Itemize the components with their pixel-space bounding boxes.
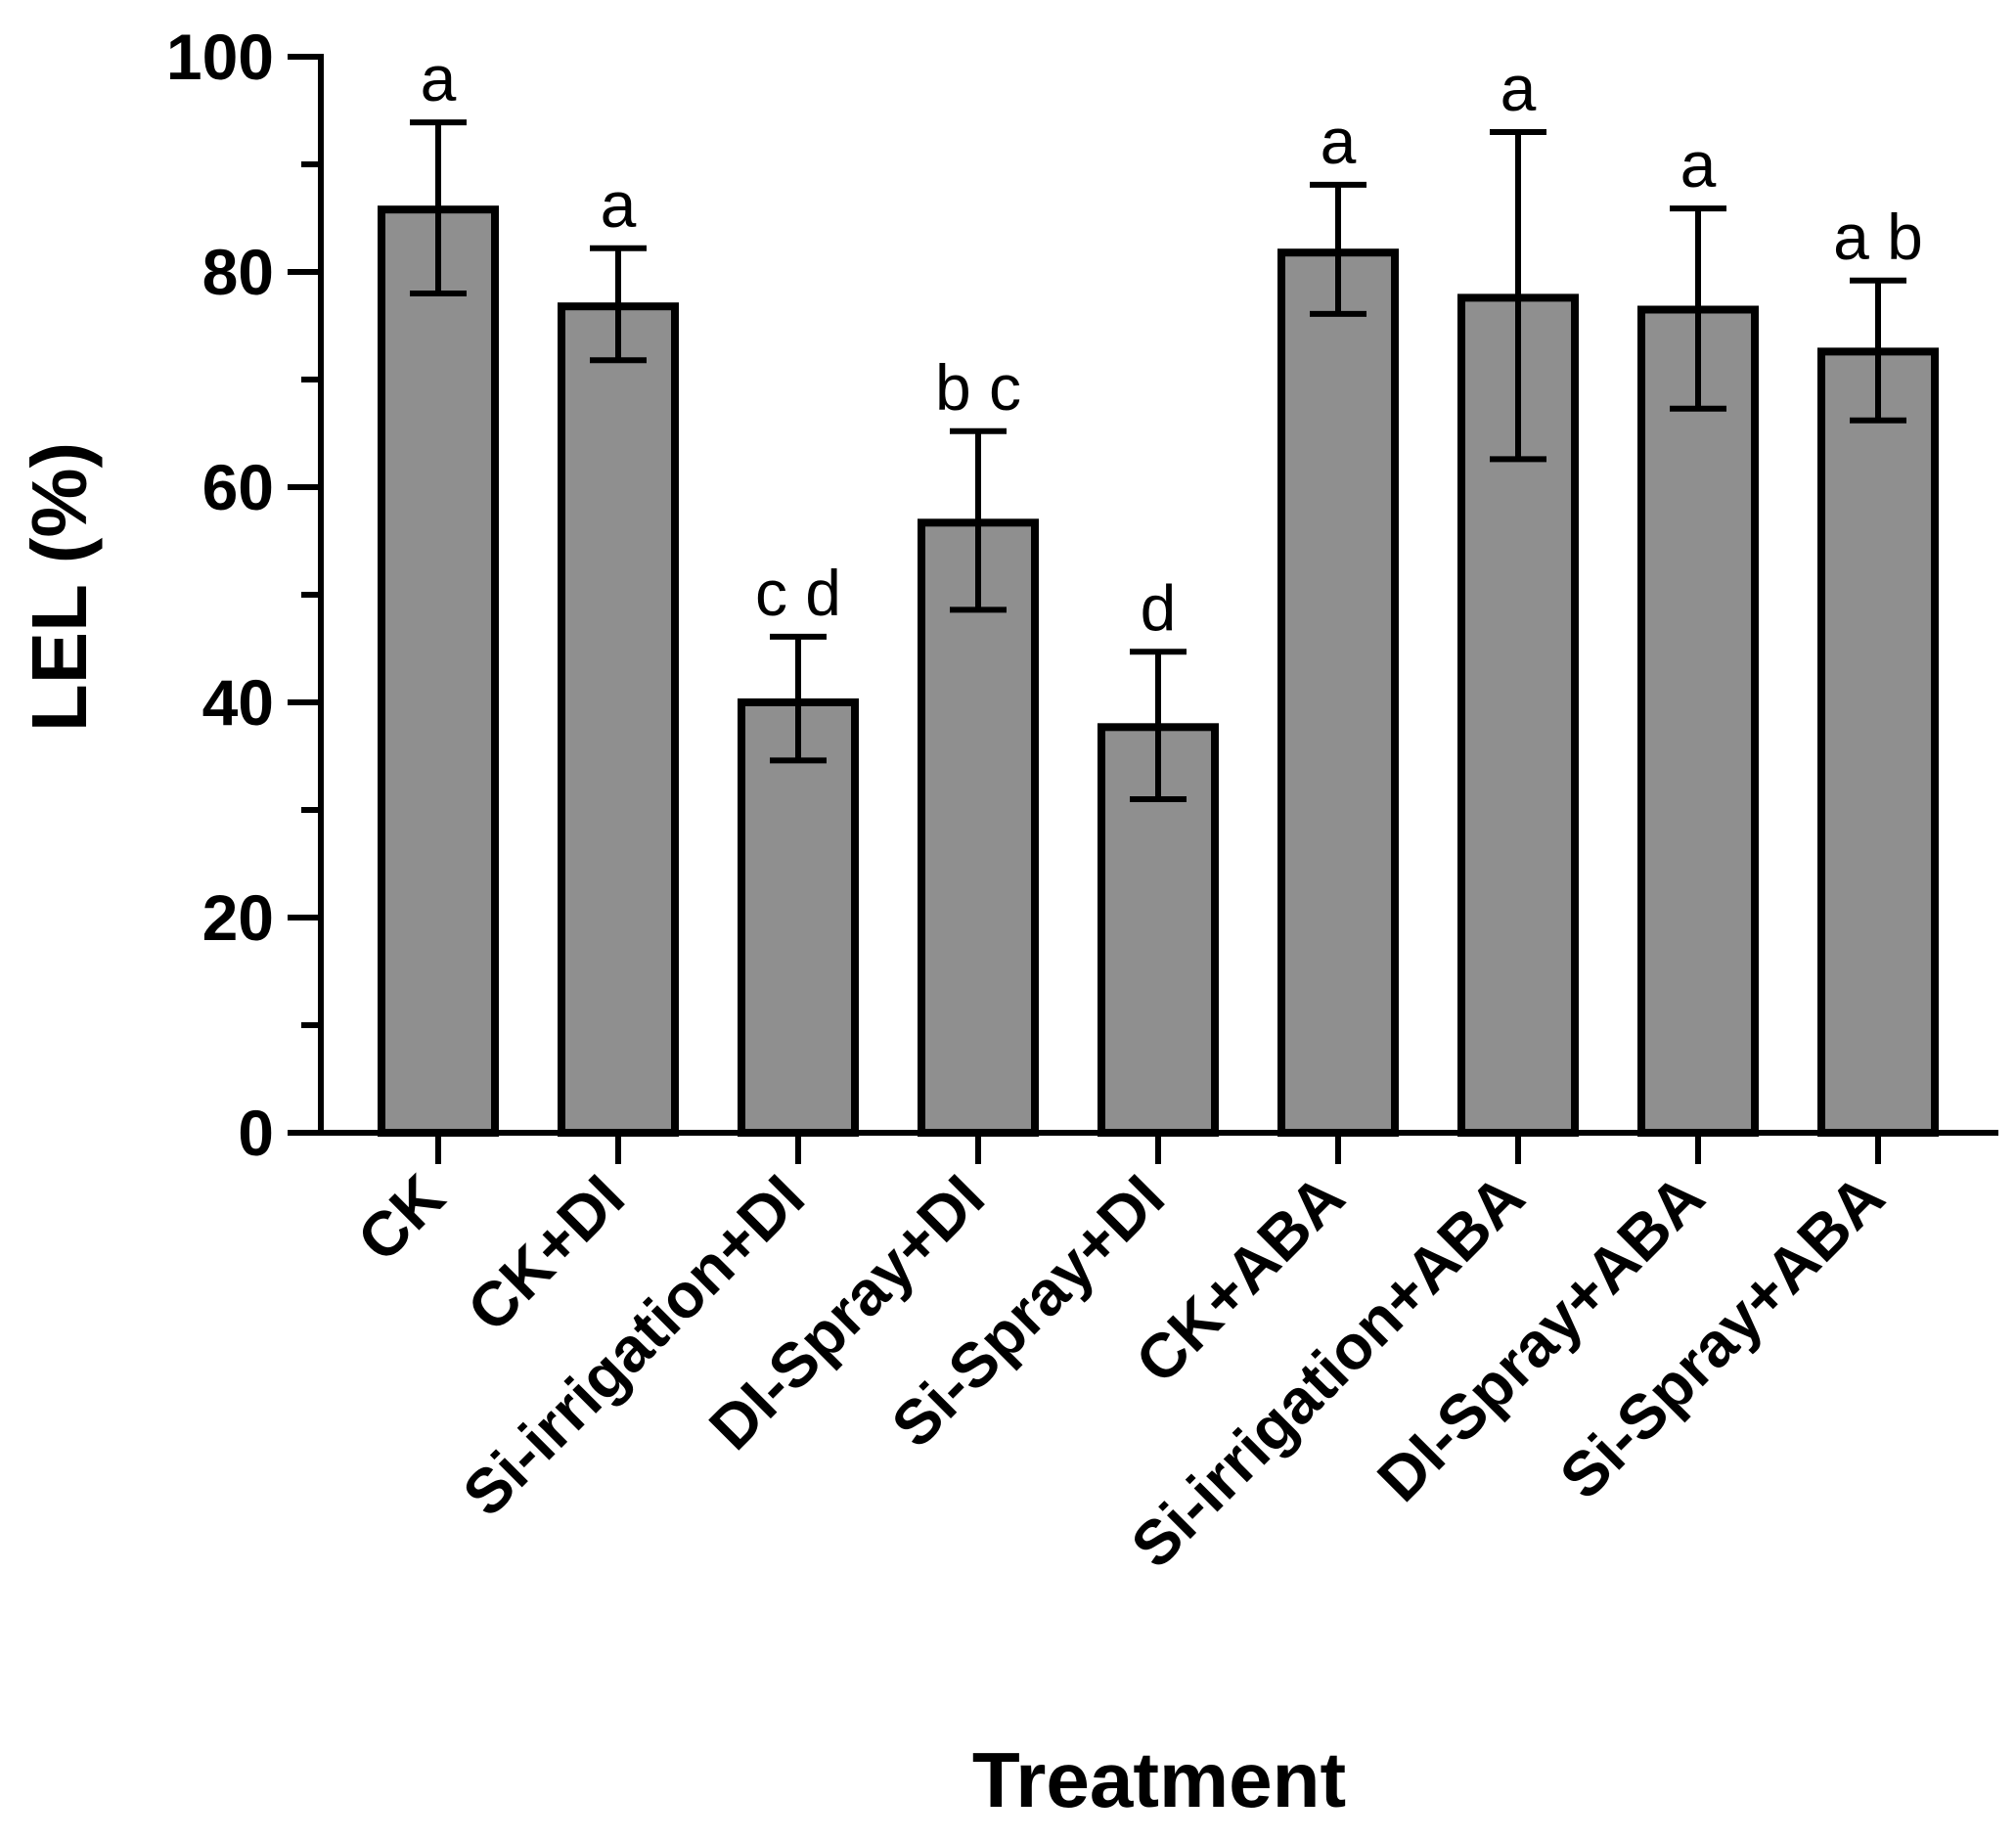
significance-label-3: c d [755, 557, 841, 629]
significance-label-5: d [1141, 571, 1177, 644]
significance-label-1: a [421, 42, 457, 114]
x-tick-label-1: CK [344, 1161, 458, 1275]
x-axis-title: Treatment [972, 1736, 1346, 1823]
significance-label-7: a [1501, 52, 1537, 124]
x-tick-label-2: CK+DI [454, 1161, 638, 1345]
significance-label-8: a [1680, 128, 1717, 201]
labels: LEL (%) Treatment [16, 442, 1346, 1823]
significance-label-2: a [601, 168, 637, 241]
y-tick-label: 0 [238, 1097, 274, 1169]
bar-2 [558, 302, 679, 1137]
y-tick-label: 40 [202, 666, 274, 739]
significance-label-9: a b [1833, 201, 1923, 273]
bar-8 [1637, 305, 1759, 1137]
bar-9 [1817, 347, 1939, 1137]
y-tick-label: 100 [166, 21, 274, 93]
y-tick-label: 60 [202, 451, 274, 523]
bar-6 [1277, 248, 1399, 1137]
significance-label-6: a [1321, 105, 1357, 177]
bar-4 [918, 518, 1039, 1137]
y-axis-title: LEL (%) [16, 442, 103, 732]
x-tick-label-8: DI-Spray+ABA [1364, 1161, 1717, 1514]
y-tick-label: 80 [202, 236, 274, 308]
x-tick-label-9: Si-Spray+ABA [1546, 1161, 1898, 1512]
bar-1 [378, 205, 499, 1137]
plot-area: a a c d b c d a a a a b [378, 42, 1939, 1137]
bar-3 [738, 698, 859, 1137]
y-tick-label: 20 [202, 881, 274, 954]
significance-label-4: b c [935, 351, 1021, 424]
